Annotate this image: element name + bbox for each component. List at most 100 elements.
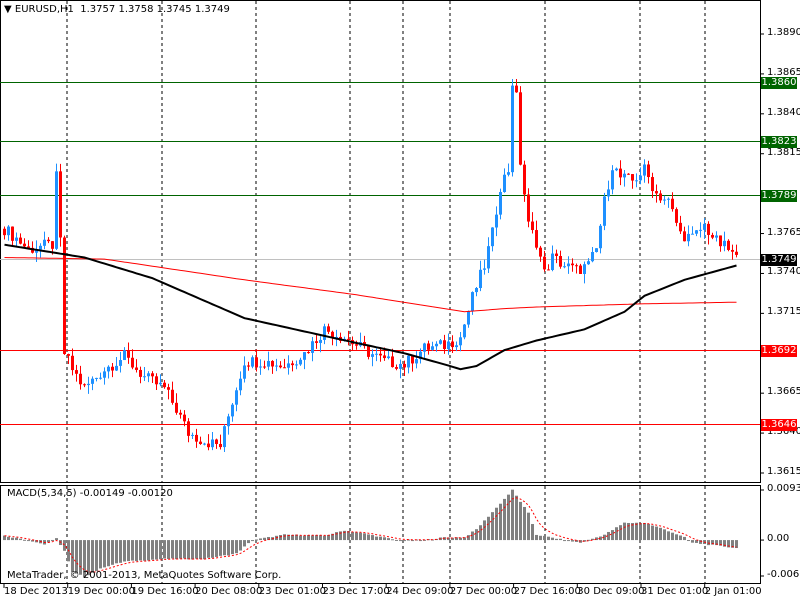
chart-header: ▼ EURUSD,H1 1.3757 1.3758 1.3745 1.3749 [4,4,230,15]
time-label: 23 Dec 01:00 [258,586,327,597]
macd-histogram-bar [63,540,66,551]
price-tick-label: 1.3740 [767,266,800,278]
macd-histogram-bar [475,529,478,541]
bear-candle [519,92,522,165]
macd-histogram-bar [679,535,682,541]
bull-candle [55,171,58,249]
bear-candle [655,191,658,194]
macd-histogram-bar [551,537,554,541]
bear-candle [255,357,258,368]
bull-candle [487,246,490,269]
bull-candle [435,343,438,347]
bear-candle [247,365,250,367]
macd-histogram-bar [203,540,206,560]
bear-candle [3,228,6,236]
macd-histogram-bar [207,540,210,558]
support-level-tag: 1.3692 [761,344,797,357]
bull-candle [431,346,434,350]
macd-histogram-bar [163,540,166,559]
bull-candle [119,360,122,366]
bull-candle [419,351,422,360]
bull-candle [423,343,426,352]
macd-histogram-bar [479,525,482,541]
bear-candle [307,352,310,354]
bull-candle [643,164,646,176]
macd-histogram-bar [647,524,650,541]
bear-candle [163,382,166,388]
bear-candle [631,174,634,181]
bull-candle [611,170,614,190]
bear-candle [679,222,682,232]
bull-candle [587,261,590,265]
macd-histogram-bar [327,534,330,541]
time-label: 27 Dec 16:00 [513,586,581,597]
bull-candle [599,225,602,249]
bull-candle [595,248,598,253]
bear-candle [659,193,662,201]
macd-histogram-bar [419,540,422,542]
macd-histogram-bar [735,540,738,549]
bear-candle [71,355,74,371]
macd-histogram-bar [267,536,270,541]
macd-histogram-bar [523,506,526,541]
macd-histogram-bar [535,534,538,541]
bear-candle [179,412,182,415]
macd-histogram-bar [663,529,666,541]
macd-histogram-bar [23,539,26,541]
bear-candle [683,231,686,242]
bear-candle [395,367,398,369]
bull-candle [303,352,306,360]
macd-histogram-bar [611,530,614,541]
ohlc-close: 1.3749 [194,4,230,15]
macd-histogram-bar [471,531,474,541]
bull-candle [623,173,626,178]
collapse-triangle-icon[interactable]: ▼ [4,4,12,15]
slow-moving-average [4,257,737,313]
bear-candle [51,241,54,249]
bull-candle [399,363,402,369]
macd-histogram-bar [347,531,350,541]
fast-moving-average [4,243,737,371]
bull-candle [511,85,514,173]
bull-candle [323,326,326,340]
bear-candle [355,344,358,346]
bear-candle [647,164,650,178]
time-label: 20 Dec 08:00 [195,586,263,597]
bull-candle [15,237,18,241]
ohlc-open: 1.3757 [80,4,116,15]
bull-candle [267,360,270,367]
macd-histogram-bar [323,535,326,541]
bear-candle [327,326,330,332]
bull-candle [147,373,150,377]
bear-candle [135,367,138,370]
bull-candle [447,341,450,350]
macd-histogram-bar [467,535,470,541]
bull-candle [235,390,238,405]
bull-candle [7,226,10,236]
bear-candle [515,85,518,93]
bear-candle [571,263,574,266]
macd-histogram-bar [3,535,6,541]
price-tick-label: 1.3840 [767,106,800,118]
bear-candle [383,355,386,359]
bear-candle [67,354,70,356]
time-label: 24 Dec 09:00 [386,586,454,597]
macd-histogram-bar [227,540,230,556]
macd-histogram-bar [251,540,254,542]
bull-candle [471,292,474,312]
macd-histogram-bar [87,540,90,576]
bear-candle [559,256,562,267]
macd-histogram-bar [395,539,398,541]
macd-histogram-bar [511,489,514,541]
macd-histogram-bar [483,520,486,541]
macd-histogram-bar [359,532,362,541]
macd-histogram-bar [495,507,498,541]
macd-histogram-bar [179,540,182,559]
bull-candle [143,376,146,378]
macd-histogram-bar [619,525,622,541]
bear-candle [63,237,66,355]
macd-histogram-bar [639,523,642,541]
bull-candle [99,377,102,379]
bull-candle [335,336,338,338]
